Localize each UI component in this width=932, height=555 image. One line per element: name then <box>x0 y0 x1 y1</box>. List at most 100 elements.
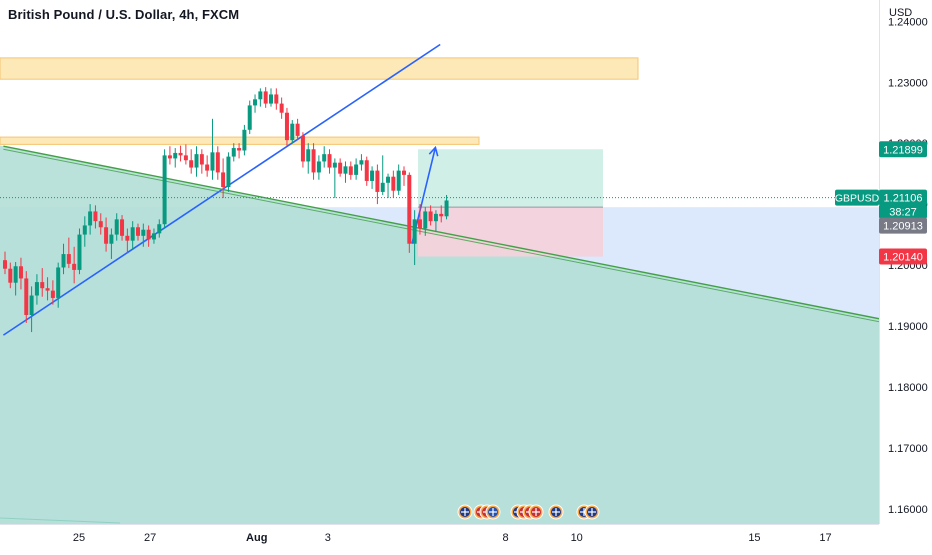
candle-body <box>98 221 103 228</box>
candle <box>136 223 140 241</box>
candle <box>231 143 236 162</box>
candle <box>322 146 327 168</box>
us-flag-icon[interactable] <box>528 504 544 520</box>
resistance-zone-upper <box>0 57 639 80</box>
candle <box>348 161 353 180</box>
candle <box>306 143 311 174</box>
green-corner-shade <box>0 520 90 524</box>
candle <box>423 207 428 236</box>
candle <box>199 149 204 174</box>
candle <box>215 146 220 180</box>
uk-flag-icon[interactable] <box>548 504 564 520</box>
candle-body <box>295 123 300 136</box>
time-tick-label: 8 <box>503 532 509 544</box>
candle-body <box>364 160 369 181</box>
candle <box>364 156 369 186</box>
time-tick-label: Aug <box>246 532 267 544</box>
price-tick-label: 1.19000 <box>888 321 928 333</box>
candle <box>444 194 449 220</box>
candle-body <box>433 213 438 222</box>
candle <box>40 268 45 297</box>
candle <box>407 172 412 253</box>
candle-body <box>199 154 204 165</box>
candle <box>391 170 396 199</box>
profit-zone <box>418 149 603 208</box>
candle-body <box>221 172 226 188</box>
candle-body <box>396 170 401 191</box>
candle <box>13 262 18 296</box>
candle-body <box>370 170 375 181</box>
candle <box>151 228 156 244</box>
time-axis[interactable]: 2527Aug381015172224 <box>0 524 932 550</box>
candle <box>98 213 103 235</box>
candle <box>173 148 178 168</box>
countdown-label-bg <box>879 204 927 219</box>
eu-flag-icon[interactable] <box>485 504 501 520</box>
candle <box>34 274 39 305</box>
candle-body <box>284 112 289 141</box>
candle-body <box>263 91 268 104</box>
candle-body <box>18 266 23 279</box>
candle-body <box>8 268 13 283</box>
candle <box>120 215 125 241</box>
candle <box>258 88 263 107</box>
candle-body <box>428 211 433 222</box>
loss-zone <box>418 207 603 257</box>
green-downtrend-line-parallel <box>3 148 932 333</box>
candle <box>189 149 194 174</box>
uk-flag-icon[interactable] <box>584 504 600 520</box>
drawing-zones[interactable] <box>0 57 639 145</box>
candle-body <box>348 166 353 175</box>
candle <box>162 149 167 229</box>
uk-flag-icon[interactable] <box>457 504 473 520</box>
candle-body <box>56 267 61 298</box>
chart-title: British Pound / U.S. Dollar, 4h, FXCM <box>8 7 240 22</box>
candle-body <box>423 211 428 229</box>
candle-body <box>380 182 385 192</box>
candle-body <box>183 155 188 161</box>
candle-body <box>269 94 273 104</box>
candle-body <box>311 149 316 173</box>
candle-body <box>40 282 45 289</box>
price-axis[interactable]: 1.240001.230001.220001.210001.200001.190… <box>879 0 932 550</box>
candle <box>125 228 130 253</box>
drawing-lines[interactable] <box>0 43 932 524</box>
time-tick-label: 10 <box>571 532 583 544</box>
candle-body <box>322 154 327 162</box>
candle-body <box>402 170 406 175</box>
price-axis-bg <box>879 0 932 550</box>
candle <box>50 280 55 305</box>
candle-body <box>104 227 109 244</box>
candle <box>226 152 231 192</box>
candle <box>354 158 359 180</box>
candle <box>242 124 247 156</box>
candle-body <box>120 219 125 236</box>
candle <box>104 217 109 252</box>
candle-body <box>258 91 263 100</box>
candle-body <box>417 219 422 229</box>
candle-body <box>130 227 135 241</box>
candle-body <box>173 152 178 159</box>
green-downtrend-line <box>3 145 932 330</box>
candle-body <box>391 176 396 191</box>
entry-price-label-bg <box>879 217 927 234</box>
candle <box>386 173 391 199</box>
stop-price-label-text: 1.20140 <box>883 252 923 264</box>
candle-body <box>151 233 156 240</box>
candle-body <box>375 170 380 192</box>
candle-body <box>253 99 258 106</box>
candle <box>114 213 119 241</box>
candle <box>263 87 268 108</box>
candle-body <box>136 227 140 236</box>
candle <box>433 210 438 232</box>
candle-body <box>141 229 146 236</box>
candle-body <box>237 148 242 151</box>
candle-body <box>114 219 119 235</box>
price-tick-label: 1.18000 <box>888 382 928 394</box>
last-price-label-bg <box>879 189 927 206</box>
economic-events-row[interactable] <box>457 504 600 520</box>
candle-body <box>412 219 417 244</box>
candle <box>332 158 337 199</box>
